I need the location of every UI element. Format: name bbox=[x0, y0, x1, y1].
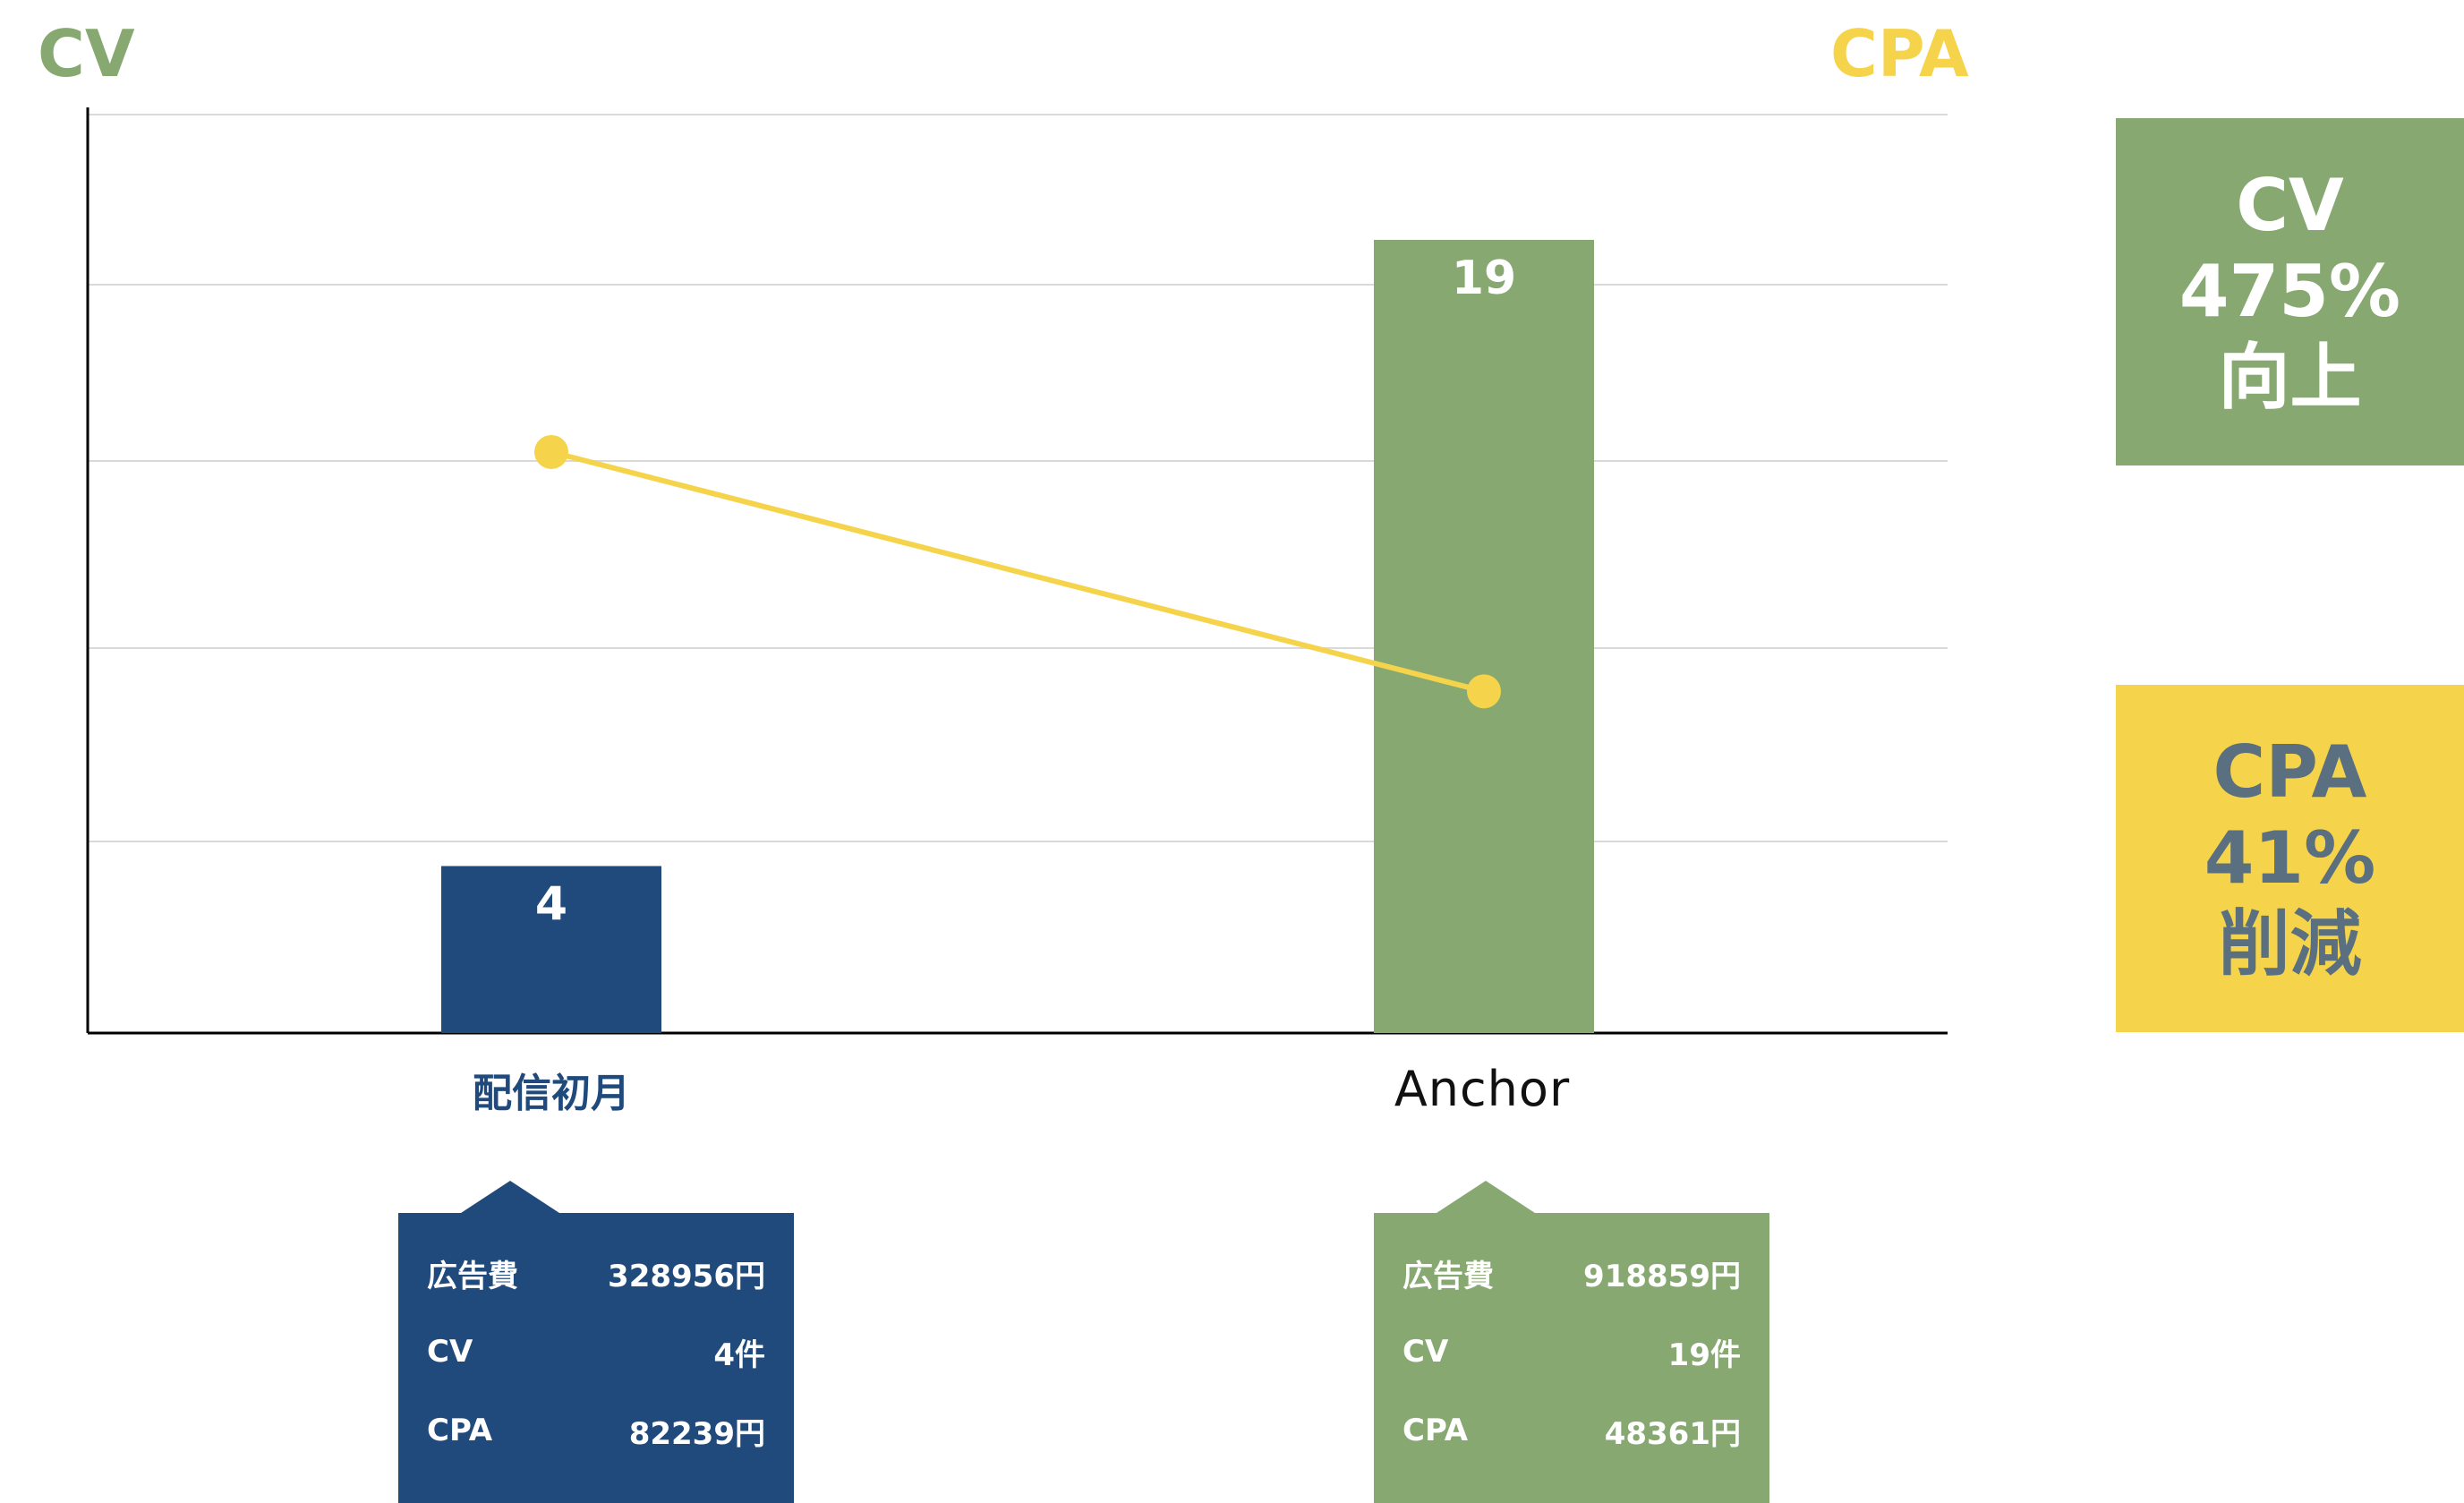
callout-row-adspend: 広告費 918859円 bbox=[1403, 1246, 1741, 1300]
callout-row-adspend: 広告費 328956円 bbox=[427, 1246, 765, 1300]
bar-1 bbox=[1374, 239, 1594, 1034]
callout-row-cpa: CPA 82239円 bbox=[427, 1404, 765, 1457]
kpi-cpa-box: CPA 41% 削減 bbox=[2116, 685, 2464, 1032]
bar-value-label-1: 19 bbox=[1452, 252, 1516, 305]
row-label: CPA bbox=[1403, 1413, 1469, 1448]
cpa-series bbox=[534, 434, 1501, 709]
kpi-cv-title: CV bbox=[2236, 164, 2344, 247]
cpa-point-1 bbox=[1467, 674, 1501, 709]
cpa-point-0 bbox=[534, 434, 568, 469]
row-value: 918859円 bbox=[1583, 1258, 1741, 1294]
kpi-cv-value: 475% bbox=[2178, 250, 2401, 333]
row-value: 4件 bbox=[713, 1336, 765, 1373]
callout-row-cv: CV 19件 bbox=[1403, 1325, 1741, 1379]
kpi-cv-desc: 向上 bbox=[2218, 336, 2362, 419]
row-label: CV bbox=[427, 1334, 473, 1370]
cpa-axis-title: CPA bbox=[1830, 16, 1969, 91]
row-value: 48361円 bbox=[1604, 1415, 1741, 1452]
row-value: 82239円 bbox=[628, 1415, 765, 1452]
gridlines bbox=[88, 114, 1948, 842]
callout-first-month: 広告費 328956円 CV 4件 CPA 82239円 bbox=[398, 1181, 794, 1503]
kpi-cpa-value: 41% bbox=[2204, 816, 2376, 900]
callout-notch bbox=[461, 1181, 559, 1213]
cv-axis-title: CV bbox=[38, 16, 135, 91]
row-label: 広告費 bbox=[427, 1258, 518, 1294]
callout-anchor: 広告費 918859円 CV 19件 CPA 48361円 bbox=[1374, 1181, 1769, 1503]
category-label-anchor: Anchor bbox=[1394, 1061, 1571, 1117]
bar-value-label-0: 4 bbox=[535, 877, 567, 931]
kpi-cpa-title: CPA bbox=[2212, 730, 2367, 814]
kpi-cv-box: CV 475% 向上 bbox=[2116, 118, 2464, 465]
category-label-first-month: 配信初月 bbox=[473, 1071, 630, 1116]
row-label: 広告費 bbox=[1403, 1258, 1494, 1294]
row-value: 328956円 bbox=[608, 1258, 765, 1294]
row-label: CPA bbox=[427, 1413, 493, 1448]
callout-row-cv: CV 4件 bbox=[427, 1325, 765, 1379]
kpi-cpa-desc: 削減 bbox=[2218, 902, 2362, 986]
callout-row-cpa: CPA 48361円 bbox=[1403, 1404, 1741, 1457]
bar-0 bbox=[441, 866, 661, 1033]
cpa-line bbox=[550, 449, 1485, 695]
row-label: CV bbox=[1403, 1334, 1449, 1370]
bars: 4 19 bbox=[441, 239, 1594, 1034]
callout-notch bbox=[1437, 1181, 1535, 1213]
row-value: 19件 bbox=[1667, 1336, 1741, 1373]
